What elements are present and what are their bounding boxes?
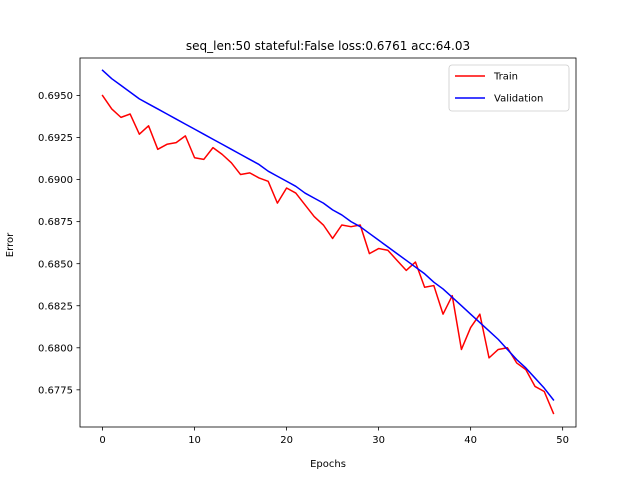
x-tick-label: 10 [188, 435, 201, 446]
x-tick-label: 40 [464, 435, 477, 446]
x-axis-label: Epochs [310, 459, 346, 470]
legend-label-train: Train [493, 72, 518, 83]
y-tick-label: 0.6900 [38, 175, 73, 186]
y-tick-label: 0.6825 [38, 301, 73, 312]
axes-layer: 0 10 20 30 40 50 0.6775 0.6800 0.6825 0.6850 0.687… [38, 57, 577, 446]
x-tick-label: 20 [280, 435, 293, 446]
plot-frame [79, 57, 577, 428]
y-tick-label: 0.6800 [38, 343, 73, 354]
y-tick-label: 0.6875 [38, 217, 73, 228]
legend-label-validation: Validation [494, 94, 543, 105]
y-tick-label: 0.6775 [38, 385, 73, 396]
y-tick-label: 0.6925 [38, 133, 73, 144]
series-layer [101, 69, 555, 415]
series-line-train [101, 94, 555, 415]
y-tick-label: 0.6850 [38, 259, 73, 270]
x-tick-label: 30 [372, 435, 385, 446]
chart-title: seq_len:50 stateful:False loss:0.6761 ac… [186, 39, 470, 53]
y-axis-label: Error [5, 232, 16, 257]
x-tick-label: 0 [99, 435, 105, 446]
series-line-validation [101, 69, 555, 401]
y-tick-label: 0.6950 [38, 91, 73, 102]
x-tick-label: 50 [556, 435, 569, 446]
legend: Train Validation [448, 64, 570, 112]
